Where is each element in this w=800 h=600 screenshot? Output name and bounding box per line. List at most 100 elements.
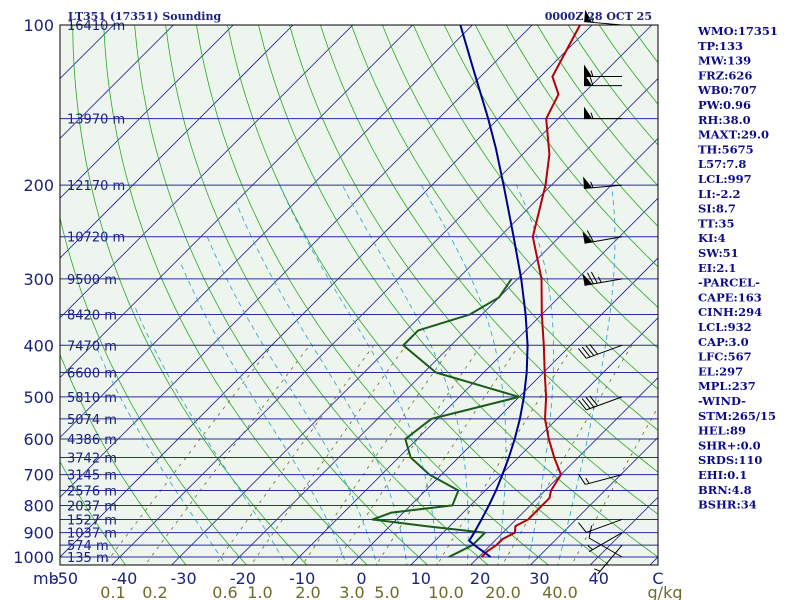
chart-title: LT351 (17351) Sounding: [68, 10, 221, 23]
mixing-ratio-label: 3.0: [339, 583, 364, 600]
stability-index: STM:265/15: [698, 409, 776, 423]
temperature-tick-label: -40: [111, 569, 137, 588]
pressure-tick-label: 600: [23, 430, 54, 449]
mixing-ratio-line: [333, 345, 482, 565]
wind-barb-staff: [588, 532, 623, 553]
wind-barb-full: [588, 525, 593, 539]
temperature-tick-label: 10: [411, 569, 431, 588]
dry-adiabat-line: [72, 25, 308, 565]
mixing-ratio-label: 20.0: [485, 583, 521, 600]
mixing-ratio-label: 40.0: [542, 583, 578, 600]
isotherm-line: [60, 25, 174, 139]
dry-adiabat-line: [320, 25, 658, 473]
pressure-tick-label: 1000: [13, 548, 54, 567]
wind-barb: [584, 64, 622, 78]
pressure-tick-label: 800: [23, 496, 54, 515]
isotherm-line: [60, 25, 294, 259]
wind-barb: [583, 176, 623, 189]
dry-adiabat-line: [103, 25, 368, 565]
dry-adiabat-line: [382, 25, 658, 390]
isotherm-line: [529, 436, 658, 565]
wind-barb: [584, 106, 622, 120]
isotherm-line: [60, 25, 473, 438]
stability-index: MAXT:29.0: [698, 128, 769, 142]
wind-barb: [588, 525, 623, 558]
wind-barb-staff: [586, 344, 623, 359]
wind-barb-flag: [582, 231, 593, 244]
wind-barb-half: [597, 276, 602, 283]
isotherm-line: [111, 25, 653, 565]
mixing-ratio-label: 10.0: [428, 583, 464, 600]
stability-index: SRDS:110: [698, 453, 762, 467]
stability-index: LCL:932: [698, 320, 752, 334]
stability-index: TP:133: [698, 39, 743, 53]
isotherm-line: [60, 25, 533, 498]
pressure-tick-label: 200: [23, 176, 54, 195]
dry-adiabat-line: [227, 25, 610, 565]
wind-barb: [577, 473, 623, 485]
wind-barb-half: [585, 477, 590, 484]
wind-barb-full: [578, 399, 587, 411]
moist-adiabat-line: [180, 262, 348, 565]
height-label: 16410 m: [67, 19, 125, 34]
height-label: 3742 m: [67, 451, 117, 466]
wind-barb-full: [581, 398, 591, 409]
isotherm-line: [350, 257, 658, 565]
mixing-ratio-label: 0.1: [100, 583, 125, 600]
y-axis-unit: mb: [33, 569, 59, 588]
wind-barb-full: [586, 272, 594, 285]
wind-barb-staff: [588, 537, 623, 558]
height-label: 1527 m: [67, 513, 117, 528]
temperature-tick-label: -50: [52, 569, 78, 588]
stability-index: LCL:997: [698, 172, 752, 186]
height-label: 135 m: [67, 551, 109, 566]
stability-index: SHR+:0.0: [698, 438, 761, 452]
height-label: 10720 m: [67, 231, 125, 246]
isotherm-line: [60, 25, 593, 558]
plot-frame: [59, 24, 659, 566]
wind-barb: [578, 395, 623, 411]
wind-barb-flag: [584, 9, 593, 23]
wind-barb-flag: [584, 64, 592, 77]
wind-barb-flag: [584, 106, 592, 119]
mixing-ratio-label: 1.0: [247, 583, 272, 600]
wind-barb-half: [590, 70, 594, 77]
pressure-tick-label: 900: [23, 524, 54, 543]
stability-index: BSHR:34: [698, 498, 757, 512]
wind-barb-half: [590, 181, 594, 188]
dry-adiabat-line: [60, 353, 187, 565]
mixing-ratio-label: 2.0: [295, 583, 320, 600]
wind-barb-staff: [586, 396, 623, 411]
stability-index: WMO:17351: [697, 24, 778, 38]
mixing-ratio-line: [144, 345, 310, 565]
height-label: 12170 m: [67, 179, 125, 194]
wind-barb-full: [578, 348, 587, 359]
height-label: 2576 m: [67, 485, 117, 500]
wind-barb-half: [591, 16, 594, 23]
moist-adiabat-line: [95, 345, 227, 565]
dry-adiabat-line: [258, 25, 658, 558]
dry-adiabat-line: [474, 25, 658, 268]
mixing-ratio-line: [501, 345, 633, 565]
temperature-tick-label: -20: [230, 569, 256, 588]
wind-barb-full: [589, 343, 598, 355]
wind-barb-staff: [597, 544, 623, 575]
stability-index: WB0:707: [697, 83, 757, 97]
wind-barb: [587, 532, 623, 553]
stability-index: HEL:89: [698, 424, 746, 438]
wind-barb: [582, 230, 623, 244]
stability-index: LFC:567: [698, 350, 752, 364]
stability-index: TT:35: [698, 216, 735, 230]
moist-adiabat-line: [515, 184, 555, 565]
wind-barb-staff: [586, 518, 623, 533]
wind-barb: [578, 518, 623, 533]
dry-adiabat-line: [134, 25, 429, 565]
stability-index: MPL:237: [698, 379, 756, 393]
temperature-tick-label: 40: [589, 569, 609, 588]
stability-index: TH:5675: [698, 142, 754, 156]
temperature-tick-label: 30: [529, 569, 549, 588]
pressure-tick-label: 500: [23, 388, 54, 407]
wind-barbs: [577, 9, 623, 575]
